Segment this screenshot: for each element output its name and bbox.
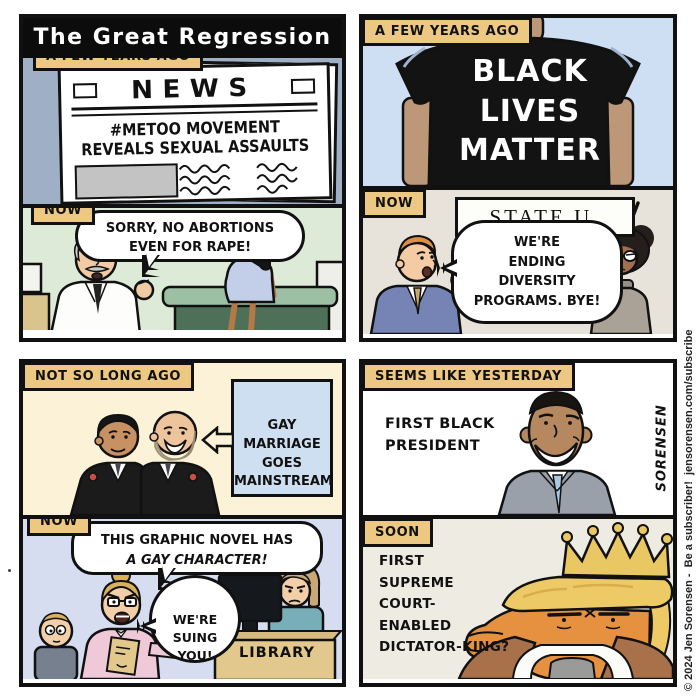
admin-speech-bubble: WE'RE ENDING DIVERSITY PROGRAMS. BYE! (437, 220, 623, 324)
panel-metoo: The Great Regression A FEW YEARS AGO NEW… (19, 14, 346, 342)
era-label-marriage: NOT SO LONG AGO (23, 363, 194, 391)
scene-metoo-past: A FEW YEARS AGO NEWS #METOO MOVEMENT REV… (23, 58, 342, 204)
complaint-text: THIS GRAPHIC NOVEL HAS (100, 533, 294, 548)
comic-title: The Great Regression (23, 18, 342, 58)
newspaper-masthead-row: NEWS (61, 65, 328, 106)
arrow-left-icon (201, 426, 233, 454)
masthead-box-right (290, 78, 316, 94)
masthead-rule (71, 108, 318, 117)
boy-figure (33, 612, 79, 679)
obama-caption: FIRST BLACK PRESIDENT (385, 416, 495, 455)
panel-president: SEEMS LIKE YESTERDAY (359, 359, 677, 687)
scene-metoo-now: NOW (23, 204, 342, 330)
scene-marriage-past: NOT SO LONG AGO (23, 363, 342, 515)
scene-blm-past: A FEW YEARS AGO BLACK LIVES MATTER (363, 18, 673, 186)
complaint-speech-bubble: THIS GRAPHIC NOVEL HAS A GAY CHARACTER! (71, 521, 323, 590)
now-label-blm: NOW (363, 190, 427, 218)
masthead-box-left (72, 83, 98, 99)
artist-signature: SORENSEN (654, 404, 670, 492)
copyright-credit: © 2024 Jen Sorensen - Be a subscriber! j… (683, 329, 695, 691)
panel-blm: A FEW YEARS AGO BLACK LIVES MATTER NOW S… (359, 14, 677, 342)
era-label-president: SEEMS LIKE YESTERDAY (363, 363, 575, 391)
shirt-slogan: BLACK LIVES MATTER (459, 54, 601, 169)
newspaper-bottom (63, 155, 330, 204)
speech-tail-fill (146, 253, 159, 270)
library-scene-art (33, 561, 342, 679)
suing-speech-bubble: WE'RE SUING YOU! (137, 575, 241, 664)
complaint-text-italic: A GAY CHARACTER! (126, 552, 268, 568)
grooms-figures (69, 410, 221, 515)
admin-speech-text: WE'RE ENDING DIVERSITY PROGRAMS. BYE! (473, 235, 601, 309)
administrator-figure (369, 234, 470, 334)
scene-library-now: NOW (23, 515, 342, 679)
mainstream-sign-text: GAY MARRIAGE GOES MAINSTREAM (234, 417, 333, 490)
era-label-blm: A FEW YEARS AGO (363, 18, 533, 46)
doctor-speech-text: SORRY, NO ABORTIONS EVEN FOR RAPE! (105, 221, 275, 255)
newspaper-headline: #METOO MOVEMENT REVEALS SEXUAL ASSAULTS (81, 117, 310, 160)
doctor-speech-bubble: SORRY, NO ABORTIONS EVEN FOR RAPE! (75, 210, 305, 277)
suing-text: WE'RE SUING YOU! (172, 612, 218, 664)
trump-king-figure (457, 522, 673, 679)
speech-tail-fill (143, 621, 159, 631)
dictator-caption: FIRST SUPREME COURT- ENABLED DICTATOR-KI… (379, 553, 510, 656)
scene-blm-now: NOW STATE U. (363, 186, 673, 334)
dictator-art (457, 522, 673, 679)
scene-dictator-soon: SOON (363, 515, 673, 679)
exam-room-art (23, 212, 342, 330)
era-label-metoo: A FEW YEARS AGO (33, 58, 204, 71)
obama-art (497, 390, 617, 515)
now-label-metoo: NOW (31, 208, 96, 225)
panel-marriage: NOT SO LONG AGO (19, 359, 346, 687)
newspaper: NEWS #METOO MOVEMENT REVEALS SEXUAL ASSA… (57, 62, 333, 204)
mainstream-sign: GAY MARRIAGE GOES MAINSTREAM (201, 379, 333, 497)
scene-president-past: SEEMS LIKE YESTERDAY (363, 363, 673, 515)
soon-label: SOON (363, 519, 433, 547)
grooms-art (69, 410, 221, 515)
newspaper-photo (74, 163, 179, 200)
blm-shirt-art (395, 18, 641, 186)
stray-mark (8, 569, 11, 572)
newspaper-masthead: NEWS (130, 72, 258, 105)
protester-figure (395, 18, 641, 186)
obama-figure (497, 390, 617, 515)
now-label-marriage: NOW (27, 519, 92, 536)
library-desk-sign: LIBRARY (239, 645, 315, 661)
speech-tail-fill (443, 262, 460, 274)
newspaper-text-squiggles (179, 162, 298, 196)
